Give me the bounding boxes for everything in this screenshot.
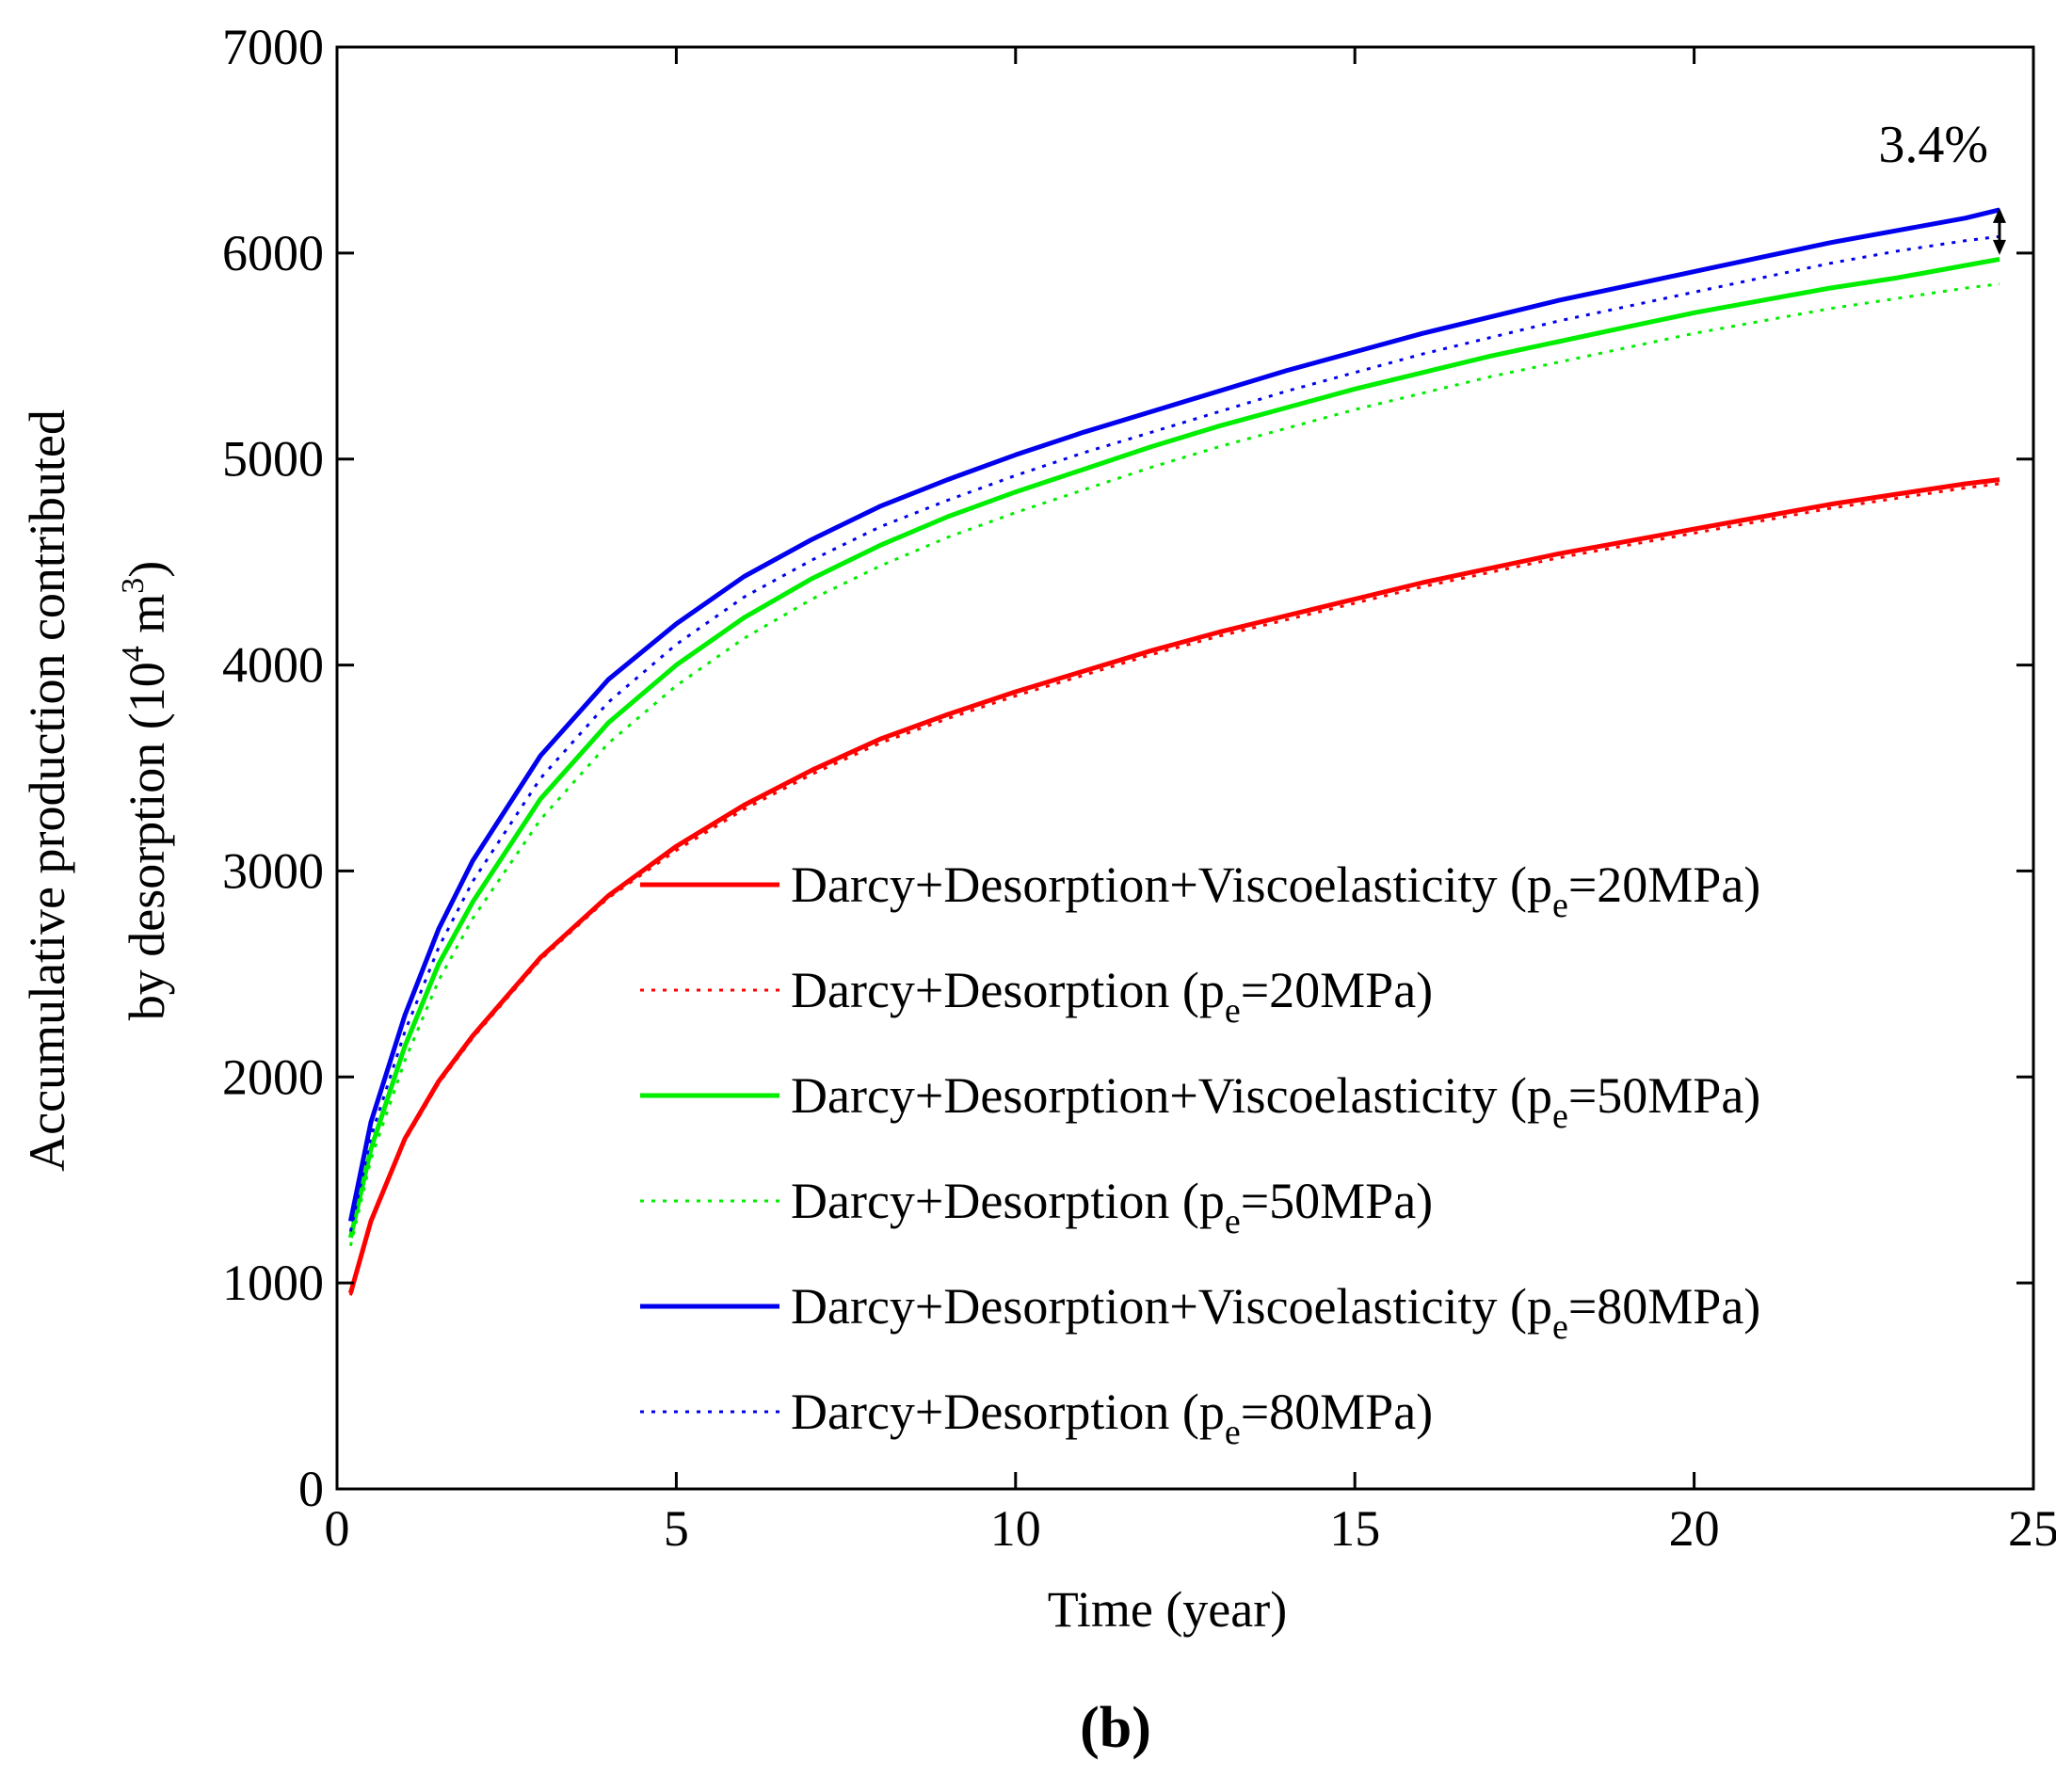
panel-label: (b) (1080, 1696, 1151, 1760)
legend-label-2: Darcy+Desorption (pe=20MPa) (791, 962, 1433, 1031)
legend-label-3: Darcy+Desorption+Viscoelasticity (pe=50M… (791, 1067, 1760, 1136)
y-tick-label: 3000 (222, 842, 324, 899)
annotation-arrowhead-top (1992, 207, 2006, 223)
y-tick-label: 1000 (222, 1255, 324, 1311)
series-line-2 (348, 482, 2000, 1296)
legend-label-4: Darcy+Desorption (pe=50MPa) (791, 1173, 1433, 1241)
y-axis-label-mid: m (119, 594, 175, 647)
x-tick-label: 15 (1329, 1500, 1380, 1557)
y-axis-label-line1: Accumulative production contributed (19, 409, 75, 1172)
y-tick-label: 4000 (222, 637, 324, 694)
y-axis-label-line2-prefix: by desorption (10 (119, 662, 175, 1020)
y-axis-label: Accumulative production contributed by d… (19, 409, 175, 1172)
x-tick-label: 25 (2008, 1500, 2056, 1557)
x-tick-label: 10 (990, 1500, 1041, 1557)
legend: Darcy+Desorption+Viscoelasticity (pe=20M… (640, 856, 1760, 1452)
y-tick-label: 7000 (222, 19, 324, 75)
annotation-layer: 3.4% (1878, 116, 2006, 255)
legend-label-6: Darcy+Desorption (pe=80MPa) (791, 1384, 1433, 1452)
y-tick-label: 6000 (222, 225, 324, 281)
ticks-layer: 0 5 10 15 20 25 0 1000 2000 3000 4000 5000 6000 7000 (222, 19, 2056, 1557)
plot-frame (335, 45, 2035, 1491)
x-axis-label: Time (year) (1048, 1581, 1287, 1638)
series-line-3 (347, 256, 2000, 1239)
annotation-arrowhead-bottom (1992, 239, 2006, 255)
annotation-text: 3.4% (1878, 116, 1988, 174)
x-tick-label: 5 (664, 1500, 689, 1557)
y-axis-label-exp2: 3 (116, 578, 151, 594)
series-layer (347, 207, 2000, 1296)
y-tick-label: 0 (298, 1461, 324, 1517)
x-tick-label: 20 (1669, 1500, 1720, 1557)
y-tick-label: 5000 (222, 431, 324, 488)
y-axis-label-suffix: ) (119, 561, 175, 578)
series-line-5 (347, 207, 2000, 1223)
legend-label-1: Darcy+Desorption+Viscoelasticity (pe=20M… (791, 856, 1760, 925)
legend-label-5: Darcy+Desorption+Viscoelasticity (pe=80M… (791, 1278, 1760, 1347)
y-tick-label: 2000 (222, 1048, 324, 1105)
y-axis-label-exp1: 4 (116, 646, 151, 662)
x-tick-label: 0 (325, 1500, 350, 1557)
y-axis-label-line2: by desorption (104 m3) (116, 561, 175, 1020)
